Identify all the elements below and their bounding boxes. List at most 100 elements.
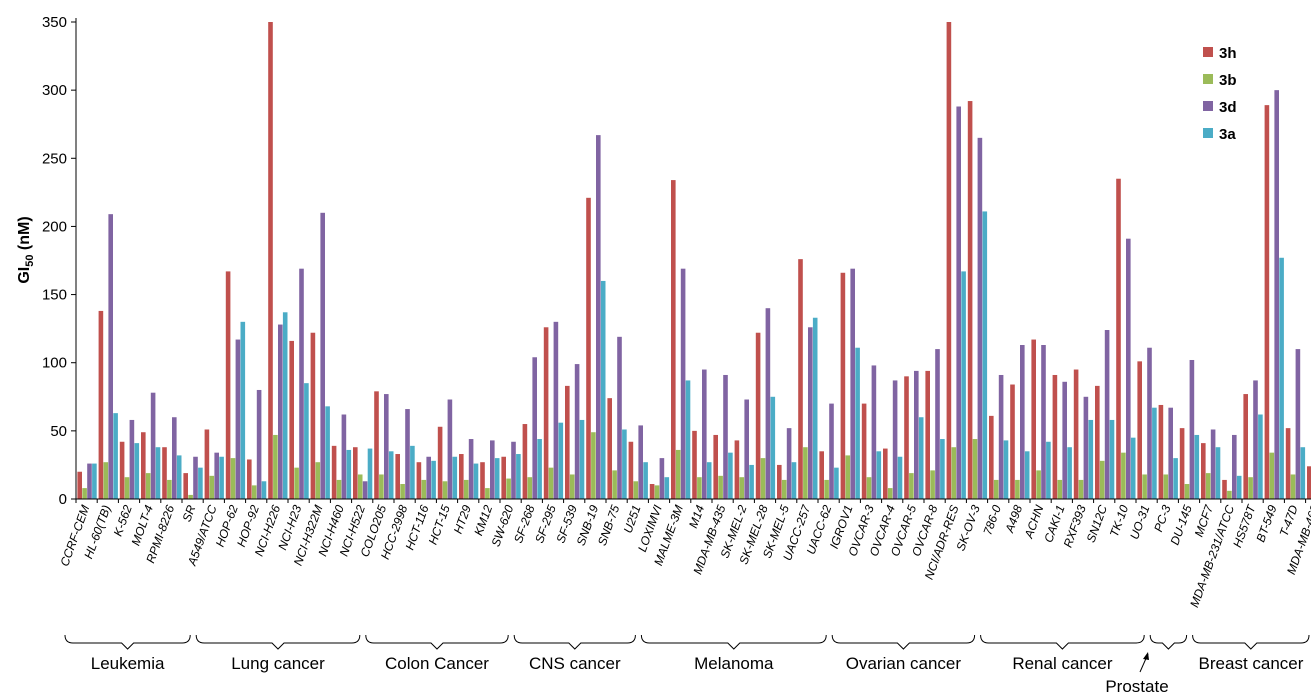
bar-3a-24 [600, 280, 606, 499]
x-tick-label: PC-3 [1151, 503, 1174, 534]
bar-3a-50 [1152, 407, 1157, 499]
bar-3a-23 [579, 419, 585, 499]
y-axis-title-main: GI [16, 267, 33, 284]
bar-3b-42 [972, 439, 978, 499]
legend-label-3h: 3h [1219, 45, 1237, 62]
bar-3a-27 [664, 477, 670, 499]
bar-3d-49 [1126, 238, 1131, 499]
y-tick-label: 0 [59, 491, 67, 508]
bar-3d-16 [426, 456, 431, 499]
group-label: Renal cancer [1012, 654, 1113, 673]
bar-3d-13 [362, 481, 368, 499]
bar-3b-15 [400, 484, 405, 499]
bar-3h-10 [289, 340, 294, 499]
bar-3b-44 [1015, 479, 1020, 499]
bar-3b-52 [1184, 484, 1190, 499]
bar-3d-12 [341, 414, 347, 499]
bar-3h-35 [819, 451, 824, 499]
bar-3d-29 [702, 369, 707, 499]
bar-3a-46 [1067, 447, 1072, 499]
bar-3a-38 [897, 456, 903, 499]
bar-3a-18 [473, 463, 479, 499]
bar-3d-5 [193, 456, 198, 499]
bar-3a-32 [770, 396, 776, 499]
bar-3b-40 [930, 470, 935, 499]
bar-3b-41 [951, 447, 957, 499]
bar-3b-2 [124, 477, 130, 499]
y-tick-label: 200 [42, 218, 67, 235]
bar-3d-30 [723, 374, 728, 499]
bar-3d-3 [150, 392, 156, 499]
legend-swatch-3b [1203, 74, 1213, 84]
bar-3h-47 [1073, 369, 1079, 499]
bar-3b-47 [1078, 479, 1084, 499]
bar-3h-2 [119, 441, 125, 499]
bar-3a-20 [516, 454, 521, 499]
bar-3h-6 [204, 429, 210, 499]
bar-3d-47 [1083, 396, 1089, 499]
bar-3h-38 [883, 448, 888, 499]
bar-3b-0 [82, 488, 87, 499]
bar-3h-37 [861, 403, 867, 499]
bar-3b-26 [633, 481, 639, 499]
bar-3a-19 [494, 458, 500, 499]
bar-3h-23 [565, 385, 570, 499]
bar-3a-13 [367, 448, 373, 499]
bar-3a-30 [728, 452, 733, 499]
bar-3h-43 [989, 415, 994, 499]
bar-3b-3 [145, 473, 151, 499]
bar-3a-11 [325, 406, 330, 499]
group-label: Melanoma [694, 654, 774, 673]
bar-3b-53 [1205, 473, 1211, 499]
bar-3b-12 [336, 479, 342, 499]
bar-3h-3 [141, 432, 146, 499]
bar-3a-10 [304, 383, 309, 499]
bar-3b-56 [1269, 452, 1275, 499]
bar-3d-57 [1295, 349, 1301, 499]
bar-3a-49 [1130, 437, 1136, 499]
bar-3h-32 [755, 332, 761, 499]
bar-3b-38 [887, 488, 893, 499]
bar-3h-53 [1201, 443, 1206, 499]
bar-3h-0 [77, 471, 82, 499]
bar-3h-33 [777, 464, 782, 499]
x-tick-label: A498 [1002, 503, 1025, 535]
bar-3h-41 [946, 22, 952, 499]
bar-3d-18 [468, 439, 474, 499]
bar-3d-25 [617, 336, 622, 499]
bar-3d-15 [405, 409, 410, 499]
bar-3d-51 [1168, 407, 1173, 499]
bar-3h-44 [1010, 384, 1015, 499]
bar-3b-51 [1163, 474, 1169, 499]
bar-3d-52 [1189, 359, 1195, 499]
bar-3d-36 [850, 268, 855, 499]
bar-3d-4 [172, 417, 177, 499]
bar-3h-45 [1031, 339, 1036, 499]
group-brace [195, 634, 361, 650]
bar-3a-54 [1236, 475, 1242, 499]
y-tick-label: 250 [42, 150, 67, 167]
bar-3d-35 [829, 403, 834, 499]
bar-3a-52 [1194, 434, 1200, 499]
bar-3d-37 [871, 365, 877, 499]
bar-3h-19 [480, 462, 485, 499]
bar-3b-17 [442, 481, 448, 499]
x-tick-label: MDA-MB-231/ATCC [1187, 503, 1237, 609]
bar-3h-48 [1095, 385, 1100, 499]
bar-3b-11 [315, 462, 321, 499]
bar-3d-26 [638, 425, 643, 499]
bar-3a-44 [1024, 451, 1030, 499]
bar-3h-22 [543, 327, 549, 499]
bar-3h-24 [586, 197, 591, 499]
bar-3b-19 [485, 488, 490, 499]
bar-3a-47 [1088, 419, 1094, 499]
group-label: Prostate [1105, 677, 1168, 694]
y-tick-label: 300 [42, 82, 67, 99]
bar-3h-57 [1285, 428, 1291, 499]
bar-3d-14 [384, 394, 389, 499]
bar-3a-14 [388, 451, 394, 499]
bar-3b-14 [379, 474, 384, 499]
bar-3d-43 [998, 374, 1004, 499]
bar-3a-33 [791, 462, 797, 499]
